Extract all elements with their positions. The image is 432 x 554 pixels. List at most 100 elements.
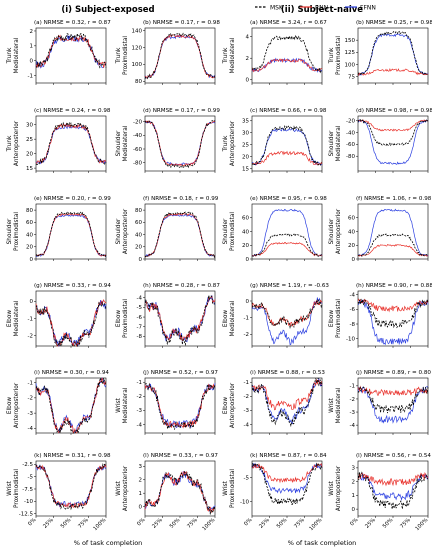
x-tick-label: 25%	[364, 517, 377, 530]
y-axis-label: Mediolateral	[230, 37, 236, 73]
y-axis-label: Elbow	[7, 397, 13, 414]
y-tick-label: 20	[26, 151, 33, 157]
y-tick-label: 3	[352, 466, 356, 472]
panel-1-2: (f) NRMSE = 0.18, r = 0.99 0 20 40 60 80 Shoul…	[116, 196, 219, 263]
y-tick-label: 20	[26, 245, 33, 251]
panel-title: (e) NRMSE = 0.95, r = 0.98	[250, 196, 327, 202]
y-axis-label: Anteroposterior	[123, 465, 129, 511]
rnn-series-line	[357, 67, 429, 77]
y-tick-label: 0	[246, 299, 250, 305]
y-tick-label: 0	[30, 257, 34, 263]
x-tick-label: 75%	[399, 517, 412, 530]
y-tick-label: 120	[132, 45, 143, 51]
panel-title: (e) NRMSE = 0.20, r = 0.99	[34, 196, 111, 202]
x-tick-label: 25%	[258, 517, 271, 530]
x-tick-label: 75%	[293, 517, 306, 530]
ffnn-series-line	[251, 127, 323, 166]
y-tick-label: 35	[242, 119, 249, 125]
ffnn-series-line	[144, 120, 216, 166]
panel-title: (i) NRMSE = 0.88, r = 0.53	[250, 370, 325, 376]
rnn-series-line	[357, 119, 429, 132]
y-tick-label: -4	[137, 422, 143, 428]
panel-frame	[144, 203, 216, 260]
y-tick-label: -5	[244, 476, 250, 482]
y-tick-label: 80	[26, 208, 33, 214]
x-axis-label-right: % of task completion	[288, 539, 357, 547]
y-axis-label: Shoulder	[116, 218, 122, 244]
y-axis-label: Proximodistal	[123, 36, 129, 75]
y-axis-label: Elbow	[116, 310, 122, 327]
y-tick-label: -2	[244, 332, 249, 338]
rnn-series-line	[251, 379, 323, 411]
panel-frame	[357, 460, 429, 517]
panel-title: (j) NRMSE = 0.52, r = 0.97	[143, 370, 218, 376]
panel-2-1: (c) NRMSE = 0.66, r = 0.98 15 20 25 30 35 Trun…	[223, 108, 327, 173]
panel-title: (k) NRMSE = 0.87, r = 0.84	[250, 453, 327, 459]
msk-series-line	[251, 233, 323, 258]
msk-series-line	[357, 30, 429, 76]
panel-frame	[144, 115, 216, 172]
y-tick-label: -1	[350, 384, 355, 390]
y-axis-label: Wrist	[116, 480, 122, 495]
y-axis-label: Trunk	[116, 47, 122, 64]
y-tick-label: -60	[346, 142, 355, 148]
y-tick-label: 40	[135, 232, 142, 238]
y-axis-label: Mediolateral	[336, 125, 342, 161]
panel-3-0: (b) NRMSE = 0.25, r = 0.98 75 100 125 150 Tru…	[329, 20, 432, 85]
ffnn-series-line	[357, 119, 429, 165]
y-axis-label: Anteroposterior	[14, 120, 20, 166]
msk-series-line	[35, 120, 107, 165]
y-tick-label: 0	[30, 299, 34, 305]
panel-0-4: (i) NRMSE = 0.30, r = 0.94 -4 -3 -2 -1 Elbow A…	[7, 370, 109, 435]
panel-2-2: (e) NRMSE = 0.95, r = 0.98 0 20 40 60 Shoulde…	[223, 196, 327, 263]
y-axis-label: Trunk	[7, 135, 13, 152]
panel-0-0: (a) NRMSE = 0.32, r = 0.87 -1 0 1 2 Trunk Medi…	[7, 20, 111, 85]
y-axis-label: Proximodistal	[123, 299, 129, 338]
y-axis-label: Shoulder	[329, 130, 335, 156]
y-tick-label: 1	[139, 491, 143, 497]
y-tick-label: -10	[240, 499, 249, 505]
x-tick-label: 0%	[27, 517, 37, 527]
ffnn-series-line	[35, 123, 107, 165]
msk-series-line	[35, 211, 107, 258]
panel-2-0: (a) NRMSE = 3.24, r = 0.67 0 2 4 Trunk Mediol…	[223, 20, 327, 85]
y-axis-label: Mediolateral	[123, 125, 129, 161]
panel-2-5: (k) NRMSE = 0.87, r = 0.84 -10 -5 0% 25% 50% 7…	[223, 453, 327, 532]
panel-0-5: (k) NRMSE = 0.31, r = 0.98 -12.5 -10 -7.5 -5…	[7, 453, 111, 532]
y-tick-label: 4	[246, 34, 250, 40]
y-tick-label: 125	[345, 50, 356, 56]
y-tick-label: 20	[242, 154, 249, 160]
y-tick-label: 100	[132, 62, 143, 68]
y-tick-label: 140	[132, 28, 143, 34]
y-tick-label: 100	[345, 62, 356, 68]
panel-3-3: (h) NRMSE = 0.90, r = 0.88 -10 -8 -6 -4 Elbow…	[329, 283, 432, 348]
x-tick-label: 100%	[414, 517, 429, 532]
y-tick-label: -20	[346, 119, 355, 125]
x-tick-label: 50%	[276, 517, 289, 530]
x-tick-label: 50%	[169, 517, 182, 530]
rnn-series-line	[144, 120, 216, 167]
y-tick-label: 60	[26, 220, 33, 226]
y-axis-label: Wrist	[116, 397, 122, 412]
y-tick-label: -2	[137, 394, 142, 400]
y-axis-label: Proximodistal	[230, 469, 236, 508]
y-tick-label: -2	[244, 394, 249, 400]
y-tick-label: 60	[348, 216, 355, 222]
panel-title: (g) NRMSE = 0.33, r = 0.94	[34, 283, 111, 289]
y-axis-label: Proximodistal	[14, 469, 20, 508]
msk-series-line	[35, 301, 107, 348]
y-axis-label: Elbow	[223, 310, 229, 327]
x-axis-label-left: % of task completion	[74, 539, 143, 547]
panel-frame	[357, 290, 429, 347]
ffnn-series-line	[357, 33, 429, 76]
legend-label-msk: MSK	[270, 5, 284, 12]
y-tick-label: -1	[28, 73, 33, 79]
panel-title: (j) NRMSE = 0.89, r = 0.80	[356, 370, 431, 376]
y-axis-label: Mediolateral	[230, 300, 236, 336]
y-tick-label: -5	[137, 305, 143, 311]
y-tick-label: 80	[135, 208, 142, 214]
y-tick-label: -4	[350, 423, 356, 429]
y-tick-label: 40	[26, 232, 33, 238]
